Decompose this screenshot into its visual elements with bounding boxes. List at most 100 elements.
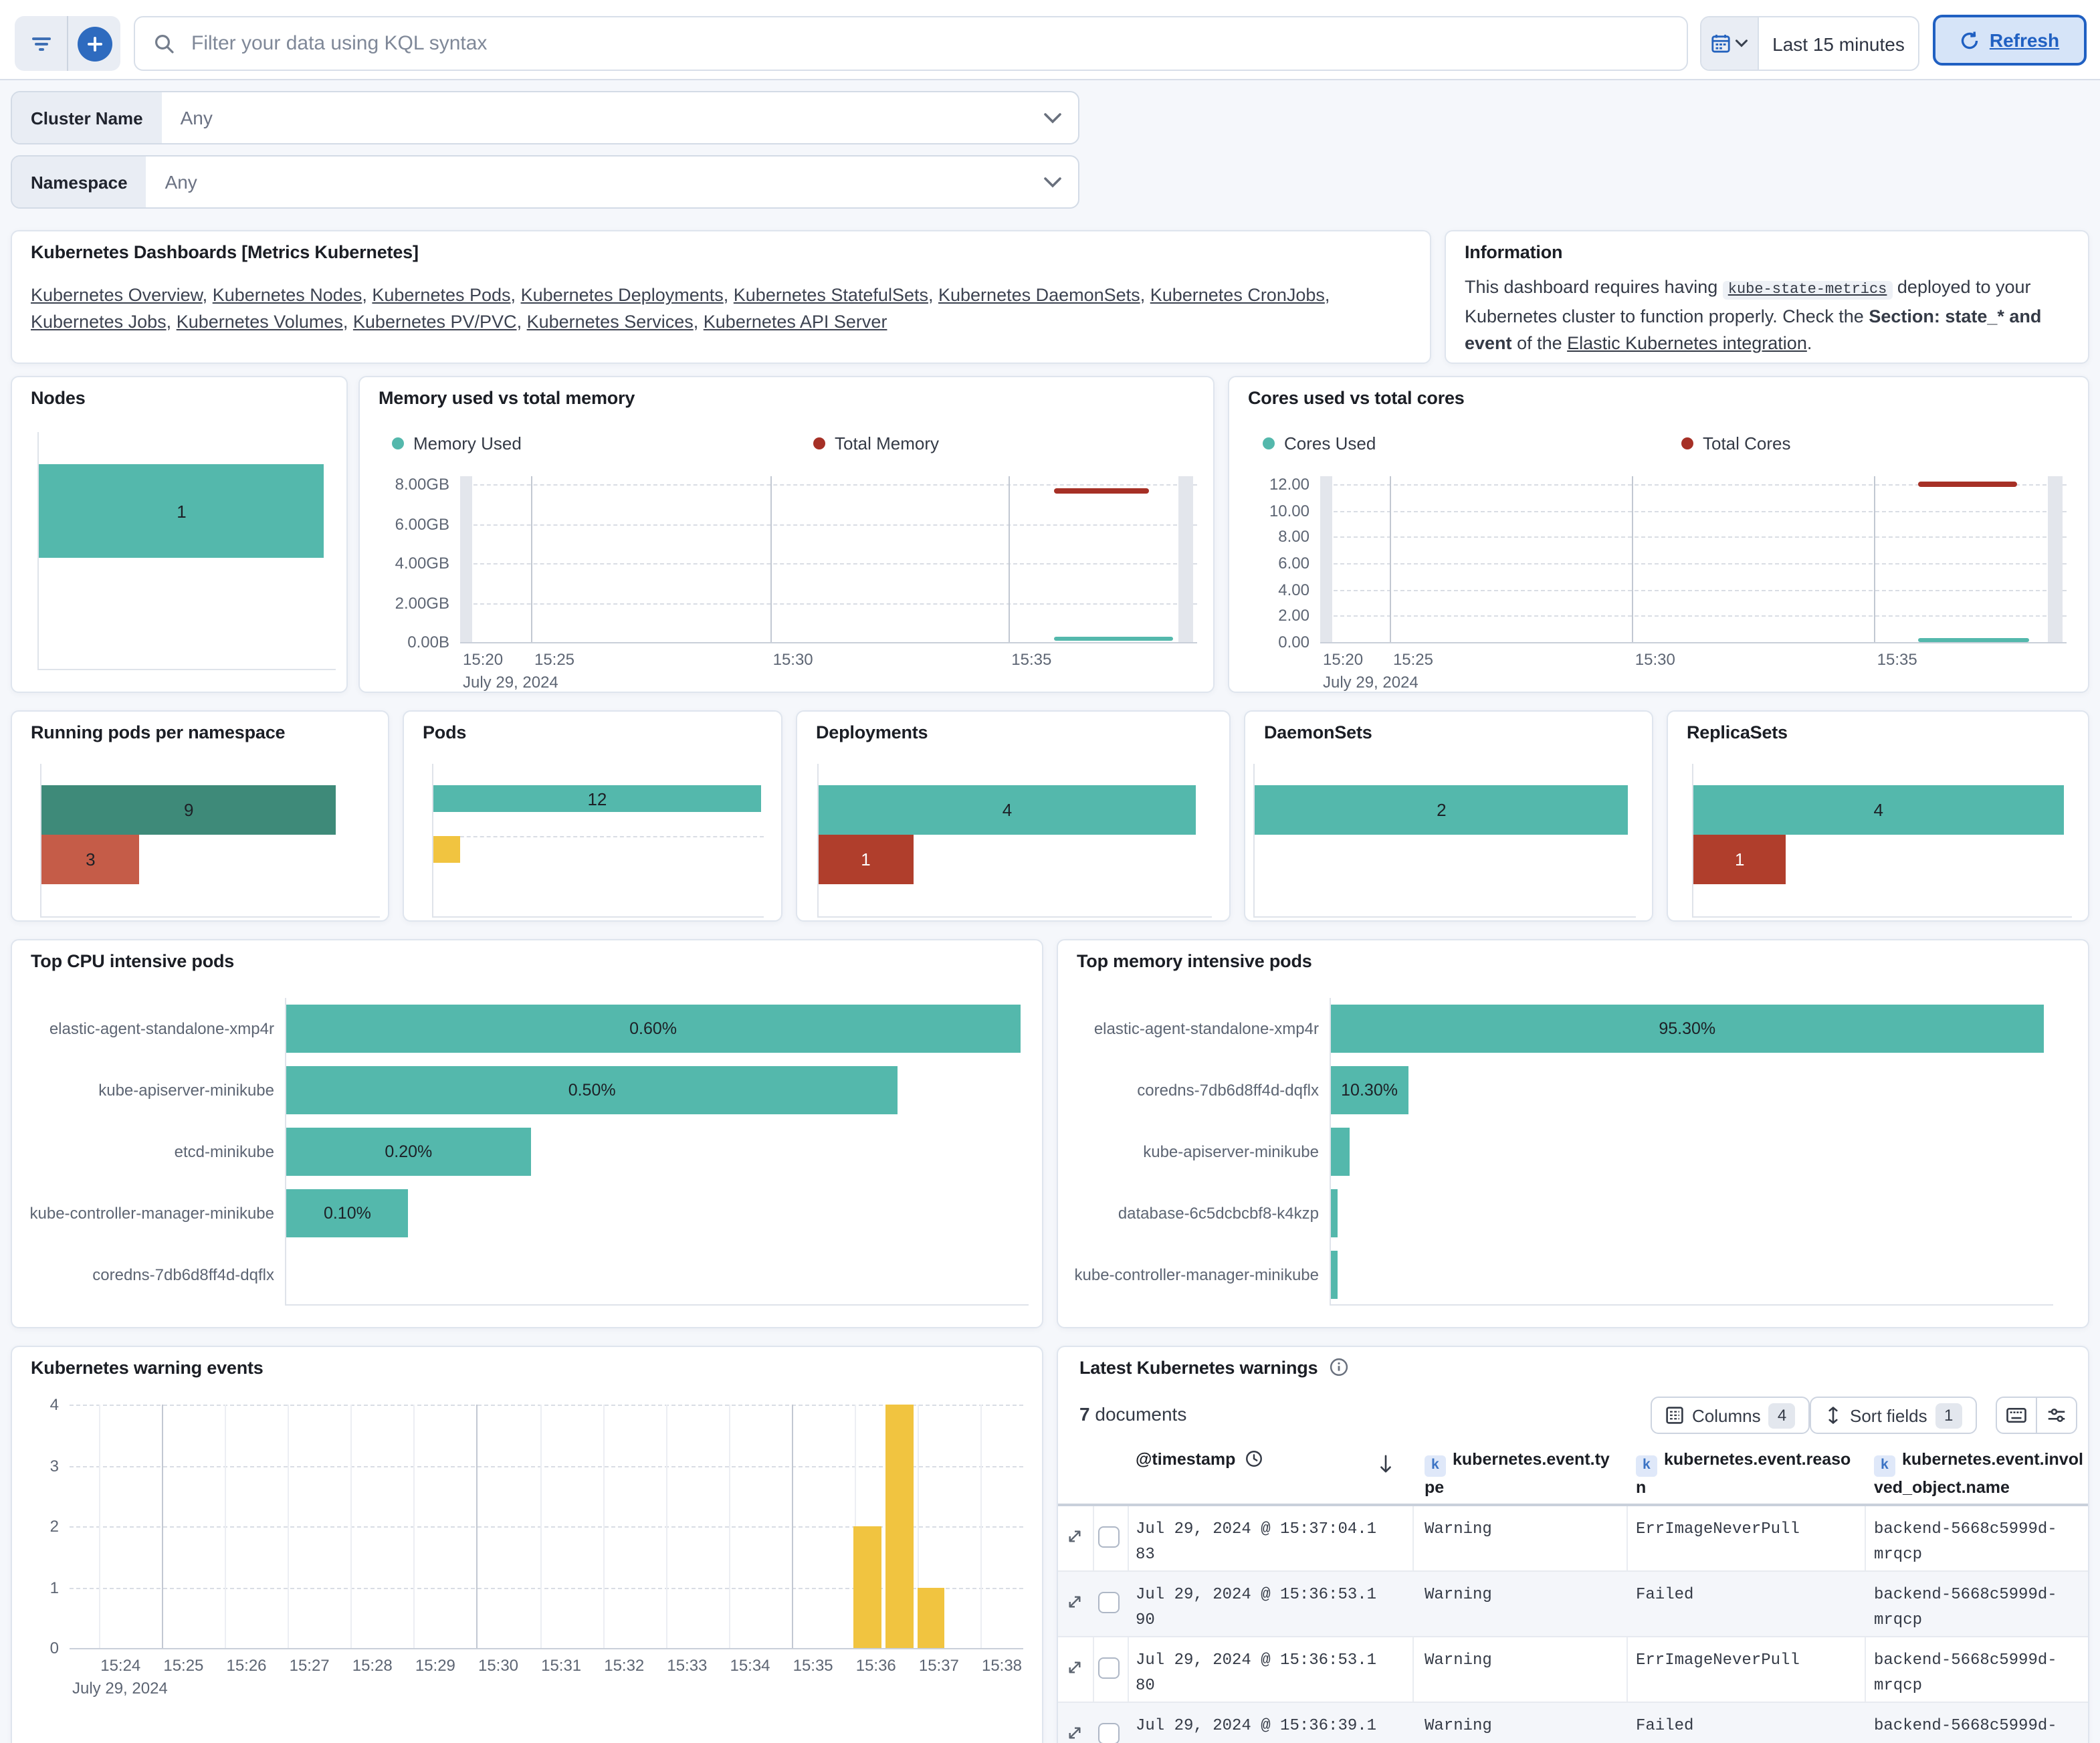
grid-options-button-group (1996, 1397, 2077, 1434)
link-kubernetes-jobs[interactable]: Kubernetes Jobs (31, 312, 167, 332)
warning-events-bar-chart: 4 3 2 1 0 15:24 15:25 15:26 15:27 15:28 15:29 15:30… (49, 1395, 1023, 1698)
keyboard-shortcuts-button[interactable] (1997, 1398, 2037, 1433)
code-kube-state-metrics[interactable]: kube-state-metrics (1722, 281, 1893, 300)
link-kubernetes-overview[interactable]: Kubernetes Overview (31, 285, 203, 305)
expand-row-icon[interactable] (1066, 1593, 1083, 1611)
column-header-involved-object[interactable]: k kubernetes.event.involved_object.name (1874, 1450, 2083, 1497)
table-body: Jul 29, 2024 @ 15:37:04.183 Warning ErrI… (1058, 1506, 2088, 1743)
link-kubernetes-deployments[interactable]: Kubernetes Deployments (520, 285, 724, 305)
legend-item-cores-used[interactable]: Cores Used (1263, 432, 1376, 453)
columns-button[interactable]: Columns 4 (1651, 1397, 1810, 1434)
kql-search-bar[interactable] (134, 16, 1688, 71)
time-range-picker[interactable]: Last 15 minutes (1700, 16, 1919, 71)
legend-item-memory-used[interactable]: Memory Used (392, 432, 522, 453)
sliders-icon (2048, 1408, 2065, 1423)
link-elastic-kubernetes-integration[interactable]: Elastic Kubernetes integration (1567, 333, 1807, 353)
column-header-event-type[interactable]: k kubernetes.event.type (1425, 1450, 1610, 1497)
latest-warnings-panel: Latest Kubernetes warnings 7 documents C… (1057, 1346, 2089, 1743)
cell-timestamp: Jul 29, 2024 @ 15:36:53.180 (1136, 1651, 1377, 1695)
panel-title: Deployments (816, 722, 928, 742)
cell-event-type: Warning (1425, 1651, 1492, 1669)
filter-menu-button[interactable] (15, 16, 67, 71)
expand-row-icon[interactable] (1066, 1528, 1083, 1545)
time-range-value[interactable]: Last 15 minutes (1772, 33, 1905, 54)
panel-title: Kubernetes warning events (31, 1358, 264, 1378)
information-panel: Information This dashboard requires havi… (1445, 230, 2089, 364)
query-filter-button-group (15, 16, 120, 71)
daemonsets-bar-chart: 2 (1253, 764, 1636, 918)
link-kubernetes-statefulsets[interactable]: Kubernetes StatefulSets (733, 285, 928, 305)
row-checkbox[interactable] (1098, 1723, 1120, 1743)
table-row[interactable]: Jul 29, 2024 @ 15:36:53.180 Warning ErrI… (1058, 1637, 2088, 1703)
cell-event-reason: ErrImageNeverPull (1636, 1651, 1800, 1669)
panel-title: DaemonSets (1264, 722, 1372, 742)
plus-icon (77, 26, 112, 61)
cell-event-type: Warning (1425, 1520, 1492, 1538)
dashboard-links: Kubernetes Overview, Kubernetes Nodes, K… (31, 285, 1330, 332)
row-checkbox[interactable] (1098, 1526, 1120, 1548)
table-row[interactable]: Jul 29, 2024 @ 15:36:53.190 Warning Fail… (1058, 1572, 2088, 1637)
document-count: 7 documents (1079, 1403, 1187, 1425)
refresh-button[interactable]: Refresh (1933, 15, 2087, 66)
link-kubernetes-volumes[interactable]: Kubernetes Volumes (176, 312, 343, 332)
table-header-row: @timestamp k kubernetes.event.type k kuber… (1058, 1441, 2088, 1506)
row-checkbox[interactable] (1098, 1592, 1120, 1613)
namespace-filter[interactable]: Namespace Any (11, 155, 1079, 209)
legend-item-total-memory[interactable]: Total Memory (813, 432, 939, 453)
top-cpu-bar-chart: elastic-agent-standalone-xmp4r kube-apise… (30, 998, 1029, 1306)
nodes-bar-chart: 1 (37, 432, 336, 670)
sort-descending-icon[interactable] (1376, 1454, 1395, 1474)
expand-row-icon[interactable] (1066, 1659, 1083, 1676)
panel-title: ReplicaSets (1687, 722, 1788, 742)
add-filter-button[interactable] (67, 16, 120, 71)
columns-count-badge: 4 (1768, 1403, 1796, 1428)
cell-event-type: Warning (1425, 1716, 1492, 1735)
column-header-event-reason[interactable]: k kubernetes.event.reason (1636, 1450, 1851, 1497)
info-icon[interactable] (1330, 1358, 1348, 1376)
columns-icon (1666, 1407, 1683, 1424)
link-kubernetes-cronjobs[interactable]: Kubernetes CronJobs (1150, 285, 1325, 305)
panel-title: Memory used vs total memory (379, 388, 635, 408)
link-kubernetes-pods[interactable]: Kubernetes Pods (372, 285, 511, 305)
cell-involved-object: backend-5668c5999d-mrqcp (1874, 1520, 2057, 1564)
memory-panel: Memory used vs total memory Memory Used … (358, 376, 1215, 693)
cell-timestamp: Jul 29, 2024 @ 15:36:53.190 (1136, 1585, 1377, 1629)
links-panel: Kubernetes Dashboards [Metrics Kubernete… (11, 230, 1431, 364)
keyboard-icon (2006, 1407, 2026, 1423)
filter-icon (31, 37, 50, 50)
sort-fields-button[interactable]: Sort fields 1 (1810, 1397, 1977, 1434)
panel-title: Nodes (31, 388, 86, 408)
cell-involved-object: backend-5668c5999d-mrqcp (1874, 1585, 2057, 1629)
link-kubernetes-services[interactable]: Kubernetes Services (526, 312, 694, 332)
link-kubernetes-daemonsets[interactable]: Kubernetes DaemonSets (938, 285, 1140, 305)
panel-title: Top CPU intensive pods (31, 951, 235, 971)
cores-line-chart: 12.00 10.00 8.00 6.00 4.00 2.00 0.00 15:25 15:30… (1269, 475, 2067, 692)
quick-select-menu[interactable] (1701, 17, 1759, 70)
column-header-timestamp[interactable]: @timestamp (1136, 1449, 1403, 1470)
expand-row-icon[interactable] (1066, 1724, 1083, 1742)
cell-event-reason: ErrImageNeverPull (1636, 1520, 1800, 1538)
refresh-icon (1962, 31, 1979, 49)
link-kubernetes-pvpvc[interactable]: Kubernetes PV/PVC (352, 312, 517, 332)
legend-item-total-cores[interactable]: Total Cores (1681, 432, 1791, 453)
link-kubernetes-api-server[interactable]: Kubernetes API Server (703, 312, 887, 332)
cell-event-reason: Failed (1636, 1585, 1694, 1604)
link-kubernetes-nodes[interactable]: Kubernetes Nodes (212, 285, 362, 305)
display-options-button[interactable] (2037, 1398, 2076, 1433)
panel-title: Kubernetes Dashboards [Metrics Kubernete… (31, 242, 419, 262)
search-input[interactable] (189, 31, 1668, 56)
legend-dot (1263, 437, 1275, 449)
information-text: This dashboard requires having kube-stat… (1465, 277, 2042, 353)
warning-events-panel: Kubernetes warning events 4 3 2 1 0 15:24 15:2… (11, 1346, 1043, 1743)
legend-dot (813, 437, 825, 449)
table-row[interactable]: Jul 29, 2024 @ 15:36:39.184 Warning Fail… (1058, 1703, 2088, 1743)
cluster-name-filter[interactable]: Cluster Name Any (11, 91, 1079, 144)
table-row[interactable]: Jul 29, 2024 @ 15:37:04.183 Warning ErrI… (1058, 1506, 2088, 1572)
top-navigation-bar: Last 15 minutes Refresh (0, 0, 2100, 80)
row-checkbox[interactable] (1098, 1657, 1120, 1679)
chevron-down-icon (1043, 92, 1078, 143)
